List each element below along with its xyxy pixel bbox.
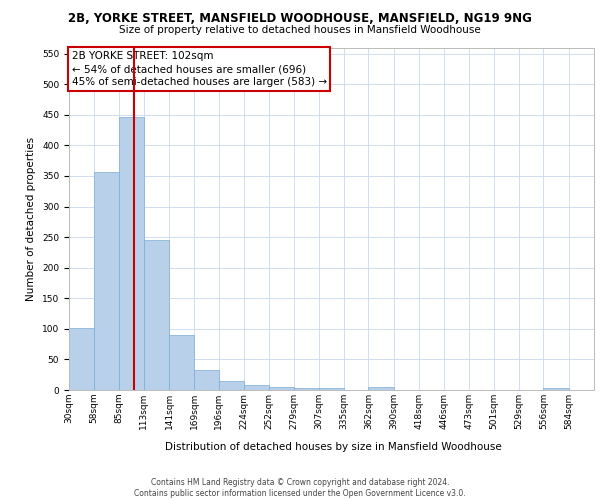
Bar [169,335,194,390]
Bar [69,328,94,390]
Bar [544,388,569,390]
Bar [293,388,319,390]
Bar [269,387,293,390]
Text: Distribution of detached houses by size in Mansfield Woodhouse: Distribution of detached houses by size … [164,442,502,452]
Y-axis label: Number of detached properties: Number of detached properties [26,136,37,301]
Bar [94,172,119,390]
Bar [219,381,244,390]
Bar [244,385,269,390]
Text: 2B YORKE STREET: 102sqm
← 54% of detached houses are smaller (696)
45% of semi-d: 2B YORKE STREET: 102sqm ← 54% of detache… [71,51,327,88]
Bar [319,388,344,390]
Bar [144,240,169,390]
Text: 2B, YORKE STREET, MANSFIELD WOODHOUSE, MANSFIELD, NG19 9NG: 2B, YORKE STREET, MANSFIELD WOODHOUSE, M… [68,12,532,26]
Bar [368,387,394,390]
Text: Size of property relative to detached houses in Mansfield Woodhouse: Size of property relative to detached ho… [119,25,481,35]
Bar [119,117,144,390]
Text: Contains HM Land Registry data © Crown copyright and database right 2024.
Contai: Contains HM Land Registry data © Crown c… [134,478,466,498]
Bar [194,370,219,390]
